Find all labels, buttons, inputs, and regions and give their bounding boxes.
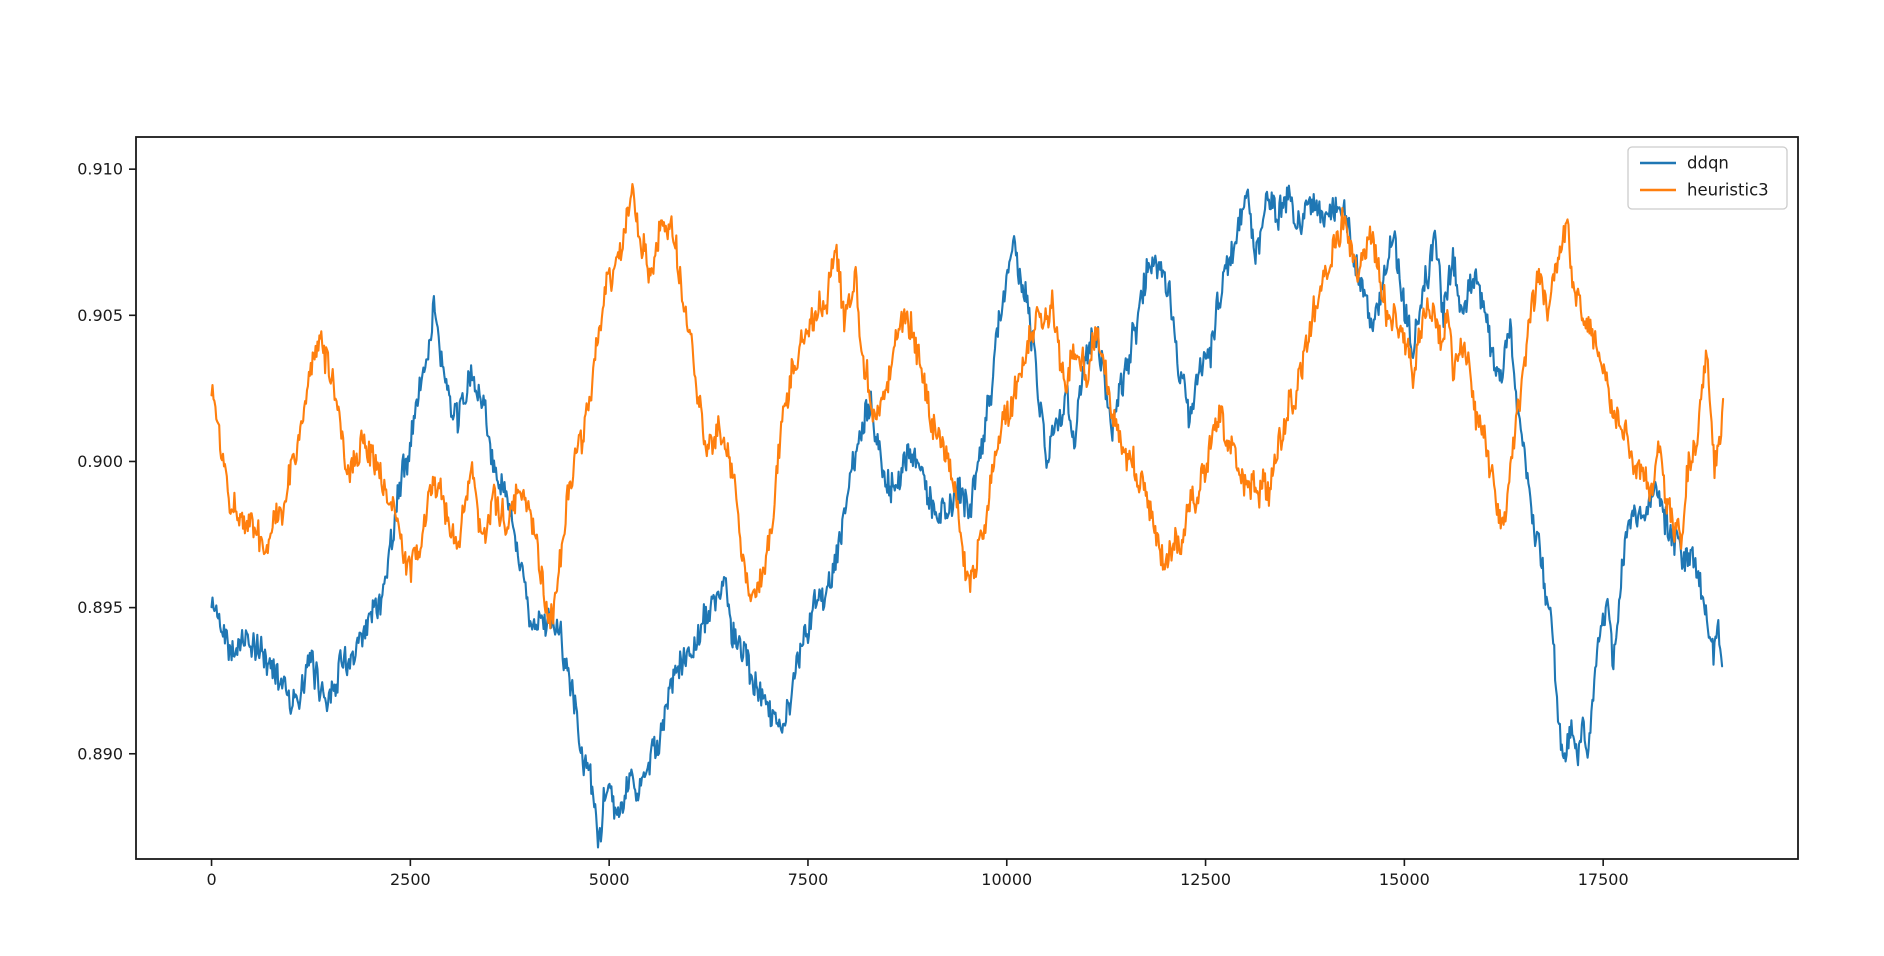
series-ddqn-line [210, 184, 1724, 849]
legend-label-heuristic3: heuristic3 [1687, 181, 1769, 200]
x-tick-label: 7500 [788, 870, 829, 889]
y-tick-label: 0.890 [77, 744, 123, 763]
series-heuristic3-line [210, 182, 1725, 630]
x-tick-label: 10000 [981, 870, 1032, 889]
y-tick-label: 0.905 [77, 306, 123, 325]
x-tick-label: 17500 [1578, 870, 1629, 889]
plot-border [135, 136, 1799, 860]
y-tick-label: 0.900 [77, 452, 123, 471]
x-tick-label: 0 [206, 870, 216, 889]
x-tick-label: 15000 [1379, 870, 1430, 889]
y-tick-label: 0.895 [77, 598, 123, 617]
x-tick-label: 5000 [589, 870, 630, 889]
legend-label-ddqn: ddqn [1687, 154, 1729, 173]
x-tick-label: 2500 [390, 870, 431, 889]
y-tick-label: 0.910 [77, 160, 123, 179]
x-tick-label: 12500 [1180, 870, 1231, 889]
